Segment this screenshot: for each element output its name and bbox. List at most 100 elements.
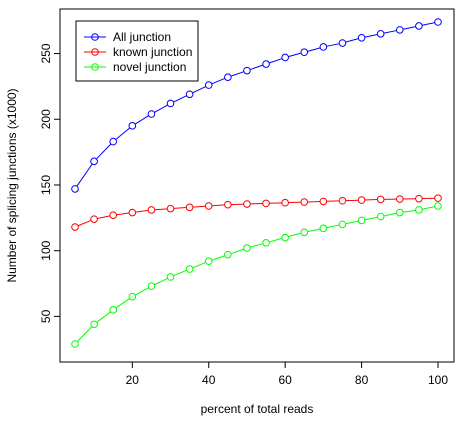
data-point bbox=[300, 198, 309, 206]
x-tick-label: 100 bbox=[428, 373, 448, 387]
series-line-segment bbox=[115, 127, 131, 140]
data-point bbox=[147, 282, 156, 290]
data-point bbox=[281, 233, 289, 242]
legend-label-known: known junction bbox=[113, 45, 192, 59]
data-point bbox=[185, 265, 194, 273]
series-line-segment bbox=[211, 255, 225, 261]
data-point bbox=[434, 194, 442, 202]
data-point bbox=[338, 196, 347, 205]
series-line-segment bbox=[402, 209, 416, 213]
data-point bbox=[395, 26, 404, 34]
data-point bbox=[300, 228, 309, 237]
series-0 bbox=[71, 18, 442, 193]
legend: All junction known junction novel juncti… bbox=[75, 20, 199, 82]
data-point bbox=[185, 90, 194, 99]
series-line-segment bbox=[135, 209, 149, 213]
data-point bbox=[109, 137, 118, 146]
data-point bbox=[109, 306, 118, 314]
y-tick-label: 200 bbox=[39, 109, 53, 129]
series-line-segment bbox=[307, 228, 321, 233]
series-line-segment bbox=[402, 26, 416, 30]
legend-item-known: known junction bbox=[84, 45, 192, 59]
data-point bbox=[376, 212, 385, 221]
legend-label-novel: novel junction bbox=[113, 60, 186, 74]
series-line-segment bbox=[307, 47, 321, 52]
series-line-segment bbox=[383, 30, 397, 34]
data-point bbox=[319, 43, 328, 51]
data-point bbox=[166, 273, 175, 281]
data-point bbox=[319, 224, 328, 233]
data-point bbox=[224, 73, 232, 81]
data-point bbox=[90, 215, 98, 223]
data-point bbox=[357, 216, 366, 225]
series-line-segment bbox=[192, 86, 206, 94]
series-line-segment bbox=[345, 38, 359, 43]
series-line-segment bbox=[97, 215, 111, 219]
series-line-segment bbox=[288, 232, 302, 238]
legend-swatch-marker bbox=[91, 33, 99, 41]
data-point bbox=[166, 204, 175, 213]
series-line-segment bbox=[134, 115, 149, 125]
data-point bbox=[434, 18, 442, 26]
data-point bbox=[71, 340, 79, 348]
series-line-segment bbox=[173, 269, 187, 277]
series-line-segment bbox=[230, 248, 244, 255]
legend-item-novel: novel junction bbox=[84, 60, 186, 74]
series-line-segment bbox=[173, 95, 187, 103]
data-point bbox=[395, 208, 404, 217]
data-point bbox=[147, 206, 156, 214]
data-point bbox=[415, 194, 423, 203]
data-point bbox=[204, 257, 213, 266]
data-point bbox=[128, 292, 137, 301]
data-point bbox=[128, 208, 137, 217]
series-line-segment bbox=[364, 216, 378, 221]
y-tick-label: 50 bbox=[39, 309, 53, 323]
x-tick-label: 40 bbox=[202, 373, 216, 387]
series-line-segment bbox=[134, 287, 149, 296]
series-line-segment bbox=[96, 311, 111, 323]
data-point bbox=[128, 122, 137, 130]
series-1 bbox=[71, 194, 442, 231]
data-point bbox=[90, 157, 98, 166]
data-point bbox=[357, 196, 366, 204]
series-line-segment bbox=[77, 219, 92, 227]
series-2 bbox=[71, 202, 442, 348]
y-tick-label: 150 bbox=[39, 175, 53, 195]
data-point bbox=[319, 197, 328, 206]
legend-item-all: All junction bbox=[84, 30, 171, 44]
series-line-segment bbox=[383, 212, 397, 217]
y-tick-label: 100 bbox=[39, 240, 53, 260]
series-line-segment bbox=[192, 205, 206, 208]
data-point bbox=[90, 320, 98, 329]
data-point bbox=[395, 195, 404, 203]
data-point bbox=[147, 110, 156, 118]
series-line-segment bbox=[154, 208, 168, 211]
legend-swatch-marker bbox=[91, 48, 99, 56]
y-axis: 50 100 150 200 250 bbox=[39, 43, 60, 323]
data-point bbox=[262, 199, 270, 208]
series-line-segment bbox=[326, 224, 340, 229]
data-point bbox=[262, 60, 270, 68]
series-line-segment bbox=[211, 204, 225, 207]
x-tick-label: 80 bbox=[355, 373, 369, 387]
x-axis-title: percent of total reads bbox=[201, 402, 314, 416]
series-line-segment bbox=[422, 206, 435, 210]
data-point bbox=[243, 66, 251, 75]
series-line-segment bbox=[269, 237, 283, 243]
series-line-segment bbox=[230, 71, 244, 77]
series-line-segment bbox=[173, 207, 187, 209]
data-point bbox=[262, 239, 270, 247]
data-point bbox=[357, 33, 366, 42]
series-line-segment bbox=[76, 163, 93, 187]
x-tick-label: 20 bbox=[126, 373, 140, 387]
data-point bbox=[434, 202, 442, 210]
series-line-segment bbox=[192, 261, 206, 269]
series-line-segment bbox=[249, 243, 264, 248]
plot-frame bbox=[59, 8, 455, 363]
data-point bbox=[281, 198, 289, 207]
series-line-segment bbox=[115, 298, 130, 309]
series-line-segment bbox=[269, 58, 283, 64]
series-line-segment bbox=[76, 326, 93, 342]
data-point bbox=[338, 220, 347, 229]
data-point bbox=[415, 206, 423, 214]
